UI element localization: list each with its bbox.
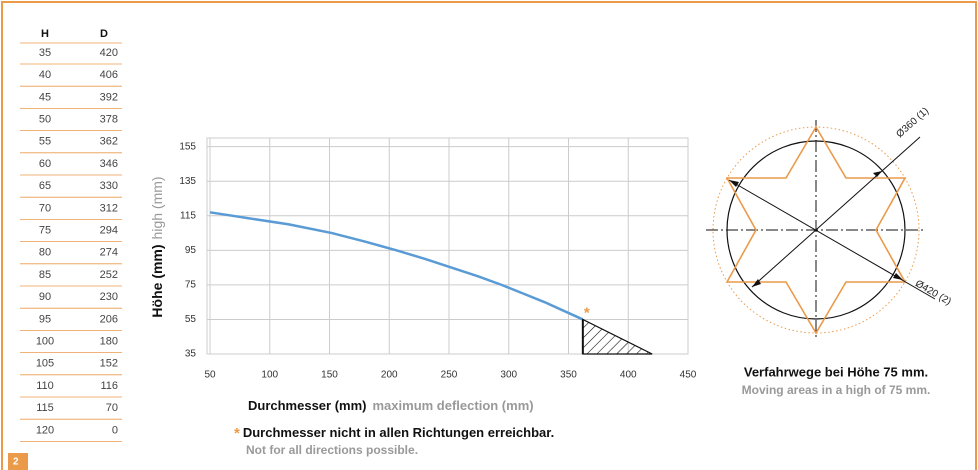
table-cell: 274 <box>100 247 118 259</box>
table-cell: 95 <box>39 313 51 325</box>
table-cell: 420 <box>100 47 118 59</box>
badge: 2 <box>13 457 19 468</box>
table-cell: 206 <box>100 313 118 325</box>
table-cell: 80 <box>39 247 51 259</box>
caption: Verfahrwege bei Höhe 75 mm. <box>744 364 928 379</box>
label-inner: Ø360 (1) <box>894 106 931 141</box>
x-tick-label: 400 <box>620 370 637 381</box>
x-tick-label: 350 <box>560 370 577 381</box>
table-cell: 120 <box>36 424 54 436</box>
table-cell: 70 <box>106 402 118 414</box>
x-tick-label: 50 <box>204 370 216 381</box>
x-tick-label: 300 <box>500 370 517 381</box>
table-cell: 105 <box>36 358 54 370</box>
y-tick-label: 95 <box>185 245 197 256</box>
hatch-area <box>582 318 653 355</box>
table-cell: 35 <box>39 47 51 59</box>
note-marker: * <box>234 425 240 442</box>
hatch-marker: * <box>584 304 590 321</box>
arrow <box>893 273 903 280</box>
table-cell: 406 <box>100 69 118 81</box>
note-de: Durchmesser nicht in allen Richtungen er… <box>243 425 554 440</box>
table-cell: 90 <box>39 291 51 303</box>
table-cell: 115 <box>36 402 54 414</box>
table-cell: 110 <box>36 380 54 392</box>
table-cell: 392 <box>100 91 118 103</box>
table-cell: 362 <box>100 136 118 148</box>
table-cell: 40 <box>39 69 51 81</box>
dim-line-inner <box>751 136 921 288</box>
y-label-en: high (mm) <box>149 176 165 239</box>
table-cell: 312 <box>100 202 118 214</box>
x-tick-label: 150 <box>321 370 338 381</box>
label-outer: Ø420 (2) <box>913 278 953 307</box>
table-cell: 45 <box>39 91 51 103</box>
x-tick-label: 250 <box>441 370 458 381</box>
note: * Durchmesser nicht in allen Richtungen e… <box>234 425 554 442</box>
table-cell: 330 <box>100 180 118 192</box>
y-tick-label: 155 <box>179 141 196 152</box>
table-header: D <box>100 28 108 40</box>
table-cell: 0 <box>112 424 118 436</box>
y-tick-label: 35 <box>185 349 197 360</box>
y-label: Höhe (mm) high (mm) <box>149 176 165 317</box>
badge-box <box>8 453 28 470</box>
table-cell: 294 <box>100 225 118 237</box>
table-cell: 85 <box>39 269 51 281</box>
x-tick-label: 100 <box>261 370 278 381</box>
arrow <box>873 171 882 177</box>
y-tick-label: 135 <box>179 176 196 187</box>
y-tick-label: 55 <box>185 314 197 325</box>
x-label: Durchmesser (mm) maximum deflection (mm) <box>248 398 534 413</box>
arrow <box>752 279 761 287</box>
diagram: Ø360 (1) Ø420 (2) Verfahrwege bei Höhe 7… <box>706 106 953 397</box>
x-label-en: maximum deflection (mm) <box>373 398 534 413</box>
chart: 35 55 75 95 115 135 155 50 100 150 200 250 300 350 400… <box>179 137 697 381</box>
y-tick-label: 115 <box>180 210 196 221</box>
table-cell: 60 <box>39 158 51 170</box>
star <box>725 125 907 335</box>
table-cell: 70 <box>39 202 51 214</box>
x-label-de: Durchmesser (mm) <box>248 398 367 413</box>
table-cell: 152 <box>100 358 118 370</box>
table-cell: 378 <box>100 114 118 126</box>
table-cell: 116 <box>100 380 118 392</box>
note-en: Not for all directions possible. <box>246 443 418 457</box>
table-cell: 100 <box>36 336 54 348</box>
arrow <box>729 180 739 187</box>
table-cell: 75 <box>39 225 51 237</box>
y-label-de: Höhe (mm) <box>149 244 165 317</box>
table-cell: 230 <box>100 291 118 303</box>
caption-en: Moving areas in a high of 75 mm. <box>742 383 931 397</box>
table-cell: 252 <box>100 269 118 281</box>
table-cell: 65 <box>39 180 51 192</box>
x-tick-label: 200 <box>381 370 398 381</box>
table-header: H <box>41 28 49 40</box>
line <box>209 211 584 321</box>
table-cell: 346 <box>100 158 118 170</box>
table-cell: 55 <box>39 136 51 148</box>
table-cell: 180 <box>100 336 118 348</box>
x-tick-label: 450 <box>680 370 697 381</box>
plot-border <box>206 137 689 355</box>
table: H D 35 420 40 406 45 392 50 378 55 362 60 346 65 330 70 3… <box>20 28 122 442</box>
y-tick-label: 75 <box>185 280 197 291</box>
table-cell: 50 <box>39 114 51 126</box>
